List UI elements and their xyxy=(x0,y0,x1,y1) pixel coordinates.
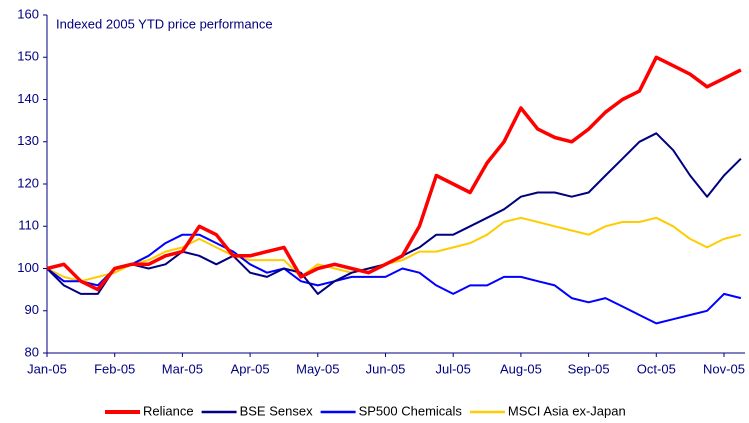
x-tick-label: Jul-05 xyxy=(435,361,470,376)
series-line xyxy=(46,55,742,292)
y-tick-label: 100 xyxy=(17,260,39,275)
y-tick-label: 150 xyxy=(17,49,39,64)
y-tick-label: 110 xyxy=(18,218,39,233)
x-tick-label: Mar-05 xyxy=(162,361,203,376)
x-tick-label: Jan-05 xyxy=(27,361,67,376)
x-tick-label: Apr-05 xyxy=(231,361,270,376)
legend-label: SP500 Chemicals xyxy=(359,403,463,418)
legend-label: BSE Sensex xyxy=(240,403,313,418)
y-tick-label: 160 xyxy=(17,6,39,21)
x-tick-label: Oct-05 xyxy=(637,361,676,376)
chart-annotation: Indexed 2005 YTD price performance xyxy=(56,16,273,31)
x-tick-label: Jun-05 xyxy=(366,361,406,376)
legend-label: MSCI Asia ex-Japan xyxy=(508,403,626,418)
legend-label: Reliance xyxy=(143,403,194,418)
x-tick-label: Feb-05 xyxy=(94,361,135,376)
x-tick-label: Aug-05 xyxy=(500,361,542,376)
series-line xyxy=(46,216,742,283)
x-tick-label: Nov-05 xyxy=(703,361,745,376)
series-line xyxy=(46,233,742,325)
series-line xyxy=(46,132,742,295)
y-tick-label: 130 xyxy=(17,133,39,148)
x-tick-label: Sep-05 xyxy=(568,361,610,376)
y-tick-label: 90 xyxy=(25,302,39,317)
y-tick-label: 80 xyxy=(25,344,39,359)
y-tick-label: 120 xyxy=(17,175,39,190)
y-tick-label: 140 xyxy=(17,91,39,106)
x-tick-label: May-05 xyxy=(296,361,339,376)
